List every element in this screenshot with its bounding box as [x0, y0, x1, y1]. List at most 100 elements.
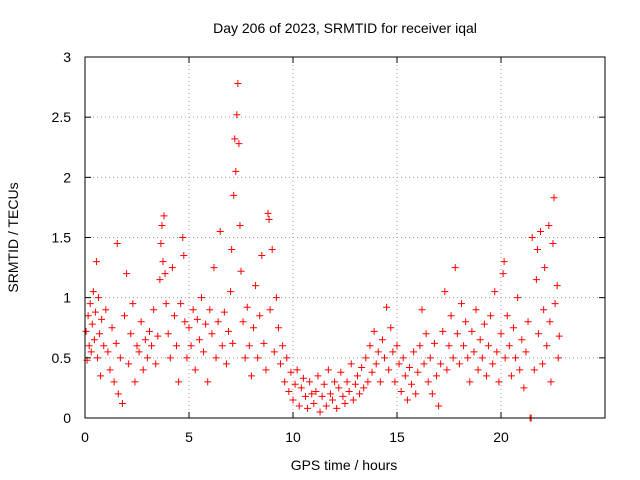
- data-point: [283, 354, 291, 362]
- data-point: [258, 252, 266, 260]
- data-point: [179, 234, 187, 241]
- data-point: [274, 324, 282, 332]
- data-point: [428, 390, 436, 398]
- data-points: [82, 79, 563, 422]
- data-point: [464, 354, 472, 362]
- data-point: [239, 318, 247, 326]
- data-point: [154, 332, 162, 340]
- data-point: [92, 258, 100, 266]
- data-point: [435, 402, 443, 410]
- data-point: [125, 360, 133, 368]
- data-point: [360, 384, 368, 392]
- data-point: [252, 282, 260, 290]
- data-point: [540, 306, 548, 314]
- data-point: [187, 342, 195, 350]
- data-point: [537, 227, 545, 235]
- data-point: [104, 348, 112, 356]
- data-point: [180, 252, 188, 260]
- data-point: [225, 327, 233, 335]
- data-point: [416, 342, 424, 350]
- data-point: [204, 378, 212, 386]
- data-point: [121, 312, 129, 320]
- data-point: [177, 300, 185, 308]
- data-point: [200, 348, 208, 356]
- data-point: [202, 320, 210, 328]
- x-axis-label: GPS time / hours: [291, 457, 398, 473]
- data-point: [87, 348, 95, 356]
- data-point: [112, 339, 120, 347]
- data-point: [322, 402, 330, 410]
- data-point: [161, 270, 169, 278]
- data-point: [100, 342, 108, 350]
- data-point: [318, 392, 326, 400]
- data-point: [85, 342, 93, 350]
- data-point: [372, 360, 380, 368]
- data-point: [195, 336, 203, 344]
- data-point: [232, 167, 240, 175]
- data-point: [214, 318, 222, 326]
- data-point: [102, 306, 110, 314]
- data-point: [170, 312, 178, 320]
- data-point: [518, 336, 526, 344]
- data-point: [210, 264, 218, 272]
- data-point: [397, 388, 405, 396]
- data-point: [297, 384, 305, 392]
- data-point: [430, 339, 438, 347]
- data-point: [333, 404, 341, 412]
- data-point: [433, 372, 441, 380]
- data-point: [249, 324, 257, 332]
- data-point: [478, 354, 486, 362]
- data-point: [254, 354, 262, 362]
- data-point: [381, 354, 389, 362]
- data-point: [405, 363, 413, 371]
- data-point: [422, 330, 430, 338]
- data-point: [378, 336, 386, 344]
- data-point: [414, 368, 422, 376]
- data-point: [299, 374, 307, 382]
- data-point: [443, 366, 451, 374]
- data-point: [449, 354, 457, 362]
- data-point: [403, 396, 411, 404]
- data-point: [129, 300, 137, 308]
- grid-lines: [85, 57, 605, 418]
- data-point: [93, 354, 101, 362]
- data-point: [547, 378, 555, 386]
- data-point: [206, 306, 214, 314]
- data-point: [466, 378, 474, 386]
- data-point: [113, 240, 121, 248]
- data-point: [110, 378, 118, 386]
- data-point: [366, 342, 374, 350]
- x-tick-label: 10: [285, 429, 301, 445]
- data-point: [489, 360, 497, 368]
- data-point: [530, 366, 538, 374]
- data-point: [181, 318, 189, 326]
- data-point: [401, 372, 409, 380]
- y-tick-label: 2.5: [52, 109, 72, 125]
- data-point: [391, 378, 399, 386]
- data-point: [482, 372, 490, 380]
- data-point: [89, 288, 97, 296]
- data-point: [150, 306, 158, 314]
- data-point: [497, 330, 505, 338]
- data-point: [356, 390, 364, 398]
- data-point: [291, 380, 299, 388]
- data-point: [349, 396, 357, 404]
- y-tick-label: 2: [63, 169, 71, 185]
- data-point: [550, 194, 558, 202]
- data-point: [533, 246, 541, 254]
- data-point: [301, 392, 309, 400]
- data-point: [476, 336, 484, 344]
- data-point: [185, 324, 193, 332]
- y-tick-label: 1: [63, 290, 71, 306]
- data-point: [345, 388, 353, 396]
- data-point: [230, 191, 238, 199]
- data-point: [500, 258, 508, 266]
- data-point: [135, 348, 143, 356]
- data-point: [114, 390, 122, 398]
- data-point: [385, 366, 393, 374]
- data-point: [539, 360, 547, 368]
- data-point: [159, 258, 167, 266]
- data-point: [339, 392, 347, 400]
- data-point: [326, 390, 334, 398]
